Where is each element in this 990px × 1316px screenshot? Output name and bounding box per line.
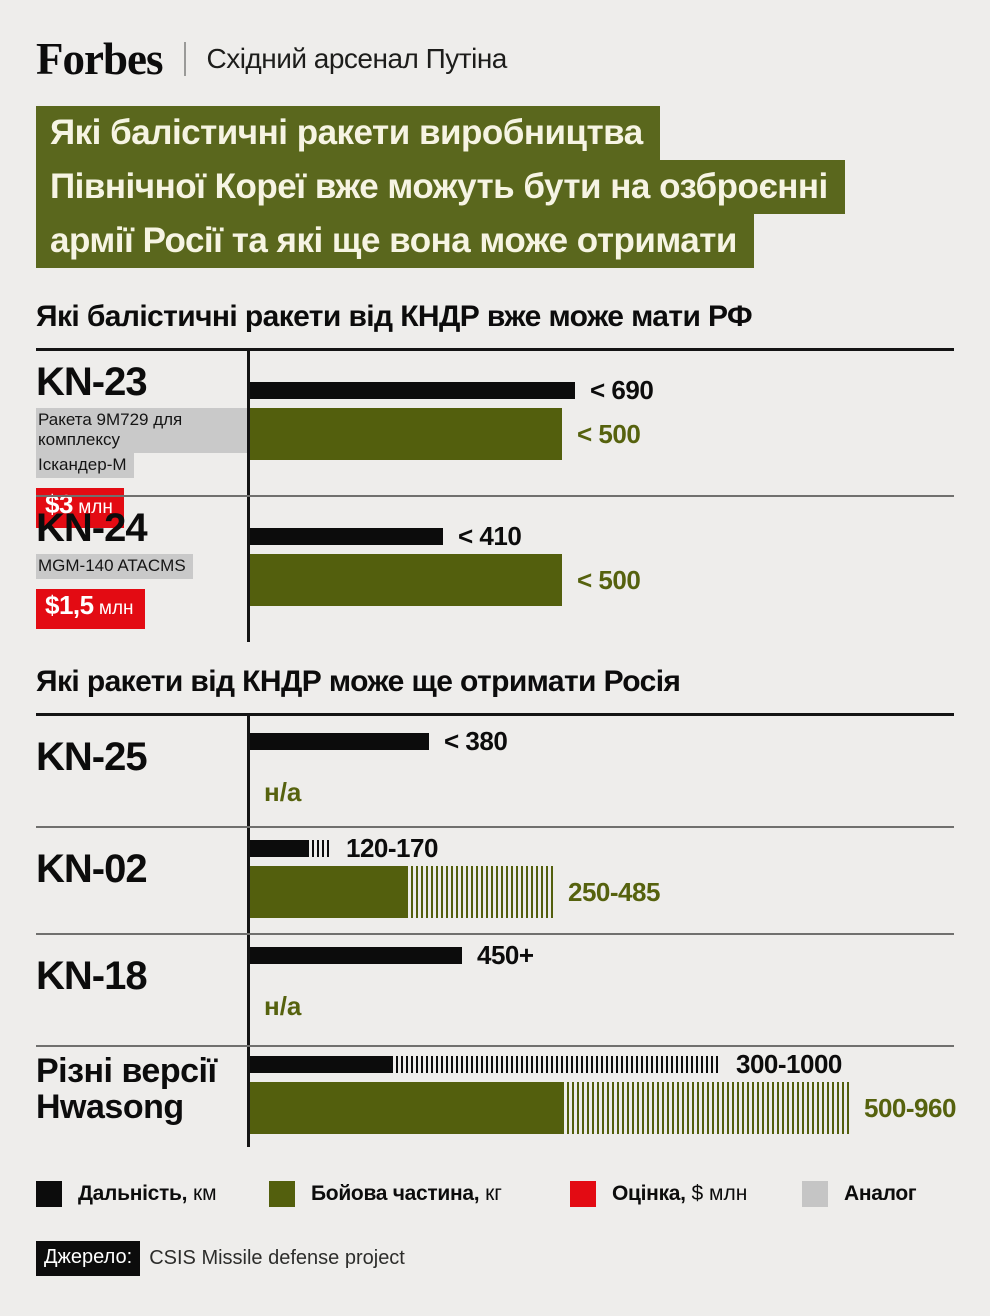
warhead-bar-value-label: 250-485 (568, 876, 660, 907)
range-bar-hatched-segment (391, 1056, 721, 1073)
missile-row: KN-25 < 380 н/а (36, 716, 954, 826)
warhead-swatch-icon (269, 1181, 295, 1207)
range-bar-solid-segment (250, 947, 462, 964)
legend-label-warhead-bold: Бойова частина, (311, 1182, 480, 1205)
missile-label-zone: KN-18 (36, 935, 247, 1045)
header: Forbes Східний арсенал Путіна (36, 36, 954, 82)
source-badge: Джерело: (36, 1241, 141, 1276)
warhead-bar-hatched-segment (406, 866, 553, 918)
bar-area: 120-170 250-485 (247, 828, 954, 933)
range-bar: < 410 (250, 521, 954, 551)
warhead-bar: 250-485 (250, 866, 954, 918)
infographic-page: Forbes Східний арсенал Путіна Які баліст… (0, 36, 990, 1316)
legend-label-range: Дальність, км (78, 1182, 217, 1206)
source-line: Джерело: CSIS Missile defense project (36, 1241, 954, 1276)
missile-label-zone: KN-24 MGM-140 ATACMS $1,5 млн (36, 497, 247, 642)
missile-name: KN-24 (36, 506, 148, 550)
warhead-bar: < 500 (250, 554, 954, 606)
warhead-bar: 500-960 (250, 1082, 956, 1134)
range-bar-hatched-segment (307, 840, 331, 857)
analog-badge: Ракета 9М729 для комплексу Іскандер-М (36, 408, 247, 478)
main-title-line-2: Північної Кореї вже можуть бути на озбро… (36, 160, 845, 214)
missile-row: Різні версії Hwasong 300-1000 500-960 (36, 1045, 956, 1147)
main-title-line-1: Які балістичні ракети виробництва (36, 106, 660, 160)
missile-label-zone: KN-02 (36, 828, 247, 933)
section-title-future: Які ракети від КНДР може ще отримати Рос… (36, 665, 681, 698)
forbes-logo: Forbes (36, 34, 163, 84)
main-title-line-3: армії Росії та які ще вона може отримати (36, 214, 754, 268)
missile-name: Різні версії Hwasong (36, 1052, 217, 1127)
legend-label-range-unit: км (187, 1182, 217, 1205)
analog-swatch-icon (802, 1181, 828, 1207)
range-bar: < 690 (250, 375, 954, 405)
warhead-bar-solid-segment (250, 866, 406, 918)
section-title-existing: Які балістичні ракети від КНДР вже може … (36, 300, 753, 333)
bar-area: < 690 < 500 (247, 351, 954, 495)
estimate-swatch-icon (570, 1181, 596, 1207)
range-bar-solid-segment (250, 1056, 391, 1073)
range-bar-solid-segment (250, 528, 443, 545)
warhead-bar-hatched-segment (562, 1082, 849, 1134)
legend-label-analog-bold: Аналог (844, 1182, 917, 1205)
analog-badge: MGM-140 ATACMS (36, 554, 247, 579)
bar-area: 300-1000 500-960 (247, 1047, 956, 1147)
legend-item-warhead: Бойова частина, кг (269, 1181, 570, 1207)
missile-row: KN-23 Ракета 9М729 для комплексу Іскандер-… (36, 351, 954, 528)
warhead-bar-value-label: 500-960 (864, 1092, 956, 1123)
legend-label-warhead-unit: кг (479, 1182, 502, 1205)
warhead-bar-solid-segment (250, 1082, 562, 1134)
legend-label-estimate: Оцінка, $ млн (612, 1182, 747, 1206)
warhead-bar-solid-segment (250, 408, 562, 460)
warhead-bar-solid-segment (250, 554, 562, 606)
range-bar-value-label: < 690 (590, 375, 654, 405)
missile-name: KN-02 (36, 847, 148, 891)
missile-name: KN-23 (36, 360, 148, 404)
legend-label-warhead: Бойова частина, кг (311, 1182, 502, 1206)
chart-future-missiles: KN-25 < 380 н/а KN-02 120-170 250-485 KN-18 450… (36, 713, 956, 1147)
source-text: CSIS Missile defense project (149, 1247, 405, 1269)
range-bar-value-label: < 410 (458, 521, 522, 551)
range-bar-value-label: 300-1000 (736, 1049, 842, 1079)
range-bar-solid-segment (250, 733, 429, 750)
range-bar: 120-170 (250, 833, 954, 863)
missile-row: KN-24 MGM-140 ATACMS $1,5 млн < 410 < 500 (36, 495, 954, 642)
legend-item-estimate: Оцінка, $ млн (570, 1181, 802, 1207)
legend-label-estimate-unit: $ млн (685, 1182, 748, 1205)
missile-name: KN-18 (36, 954, 148, 998)
legend-item-analog: Аналог (802, 1181, 917, 1207)
legend-label-range-bold: Дальність, (78, 1182, 188, 1205)
header-tagline: Східний арсенал Путіна (206, 43, 507, 74)
range-swatch-icon (36, 1181, 62, 1207)
header-divider (184, 42, 187, 76)
range-bar: 450+ (250, 940, 954, 970)
missile-label-zone: Різні версії Hwasong (36, 1047, 247, 1147)
range-bar-value-label: 120-170 (346, 833, 438, 863)
legend: Дальність, км Бойова частина, кг Оцінка,… (36, 1179, 954, 1209)
warhead-bar-value-label: < 500 (577, 564, 641, 595)
missile-row: KN-18 450+ н/а (36, 933, 954, 1045)
range-bar-value-label: 450+ (477, 940, 534, 970)
chart-existing-missiles: KN-23 Ракета 9М729 для комплексу Іскандер-… (36, 348, 954, 642)
bar-area: 450+ н/а (247, 935, 954, 1045)
bar-area: < 410 < 500 (247, 497, 954, 642)
bar-area: < 380 н/а (247, 716, 954, 826)
range-bar-solid-segment (250, 382, 575, 399)
warhead-bar: < 500 (250, 408, 954, 460)
range-bar-solid-segment (250, 840, 307, 857)
warhead-bar-value-label: < 500 (577, 418, 641, 449)
range-bar: < 380 (250, 726, 954, 756)
range-bar-value-label: < 380 (444, 726, 508, 756)
missile-label-zone: KN-25 (36, 716, 247, 826)
legend-label-analog: Аналог (844, 1182, 917, 1206)
price-badge: $1,5 млн (36, 589, 145, 629)
no-data-label: н/а (264, 777, 302, 807)
main-title: Які балістичні ракети виробництва Північ… (36, 106, 954, 268)
missile-label-zone: KN-23 Ракета 9М729 для комплексу Іскандер-… (36, 351, 247, 528)
legend-label-estimate-bold: Оцінка, (612, 1182, 686, 1205)
missile-row: KN-02 120-170 250-485 (36, 826, 954, 933)
range-bar: 300-1000 (250, 1049, 956, 1079)
no-data-label: н/а (264, 991, 302, 1021)
legend-item-range: Дальність, км (36, 1181, 269, 1207)
missile-name: KN-25 (36, 735, 148, 779)
